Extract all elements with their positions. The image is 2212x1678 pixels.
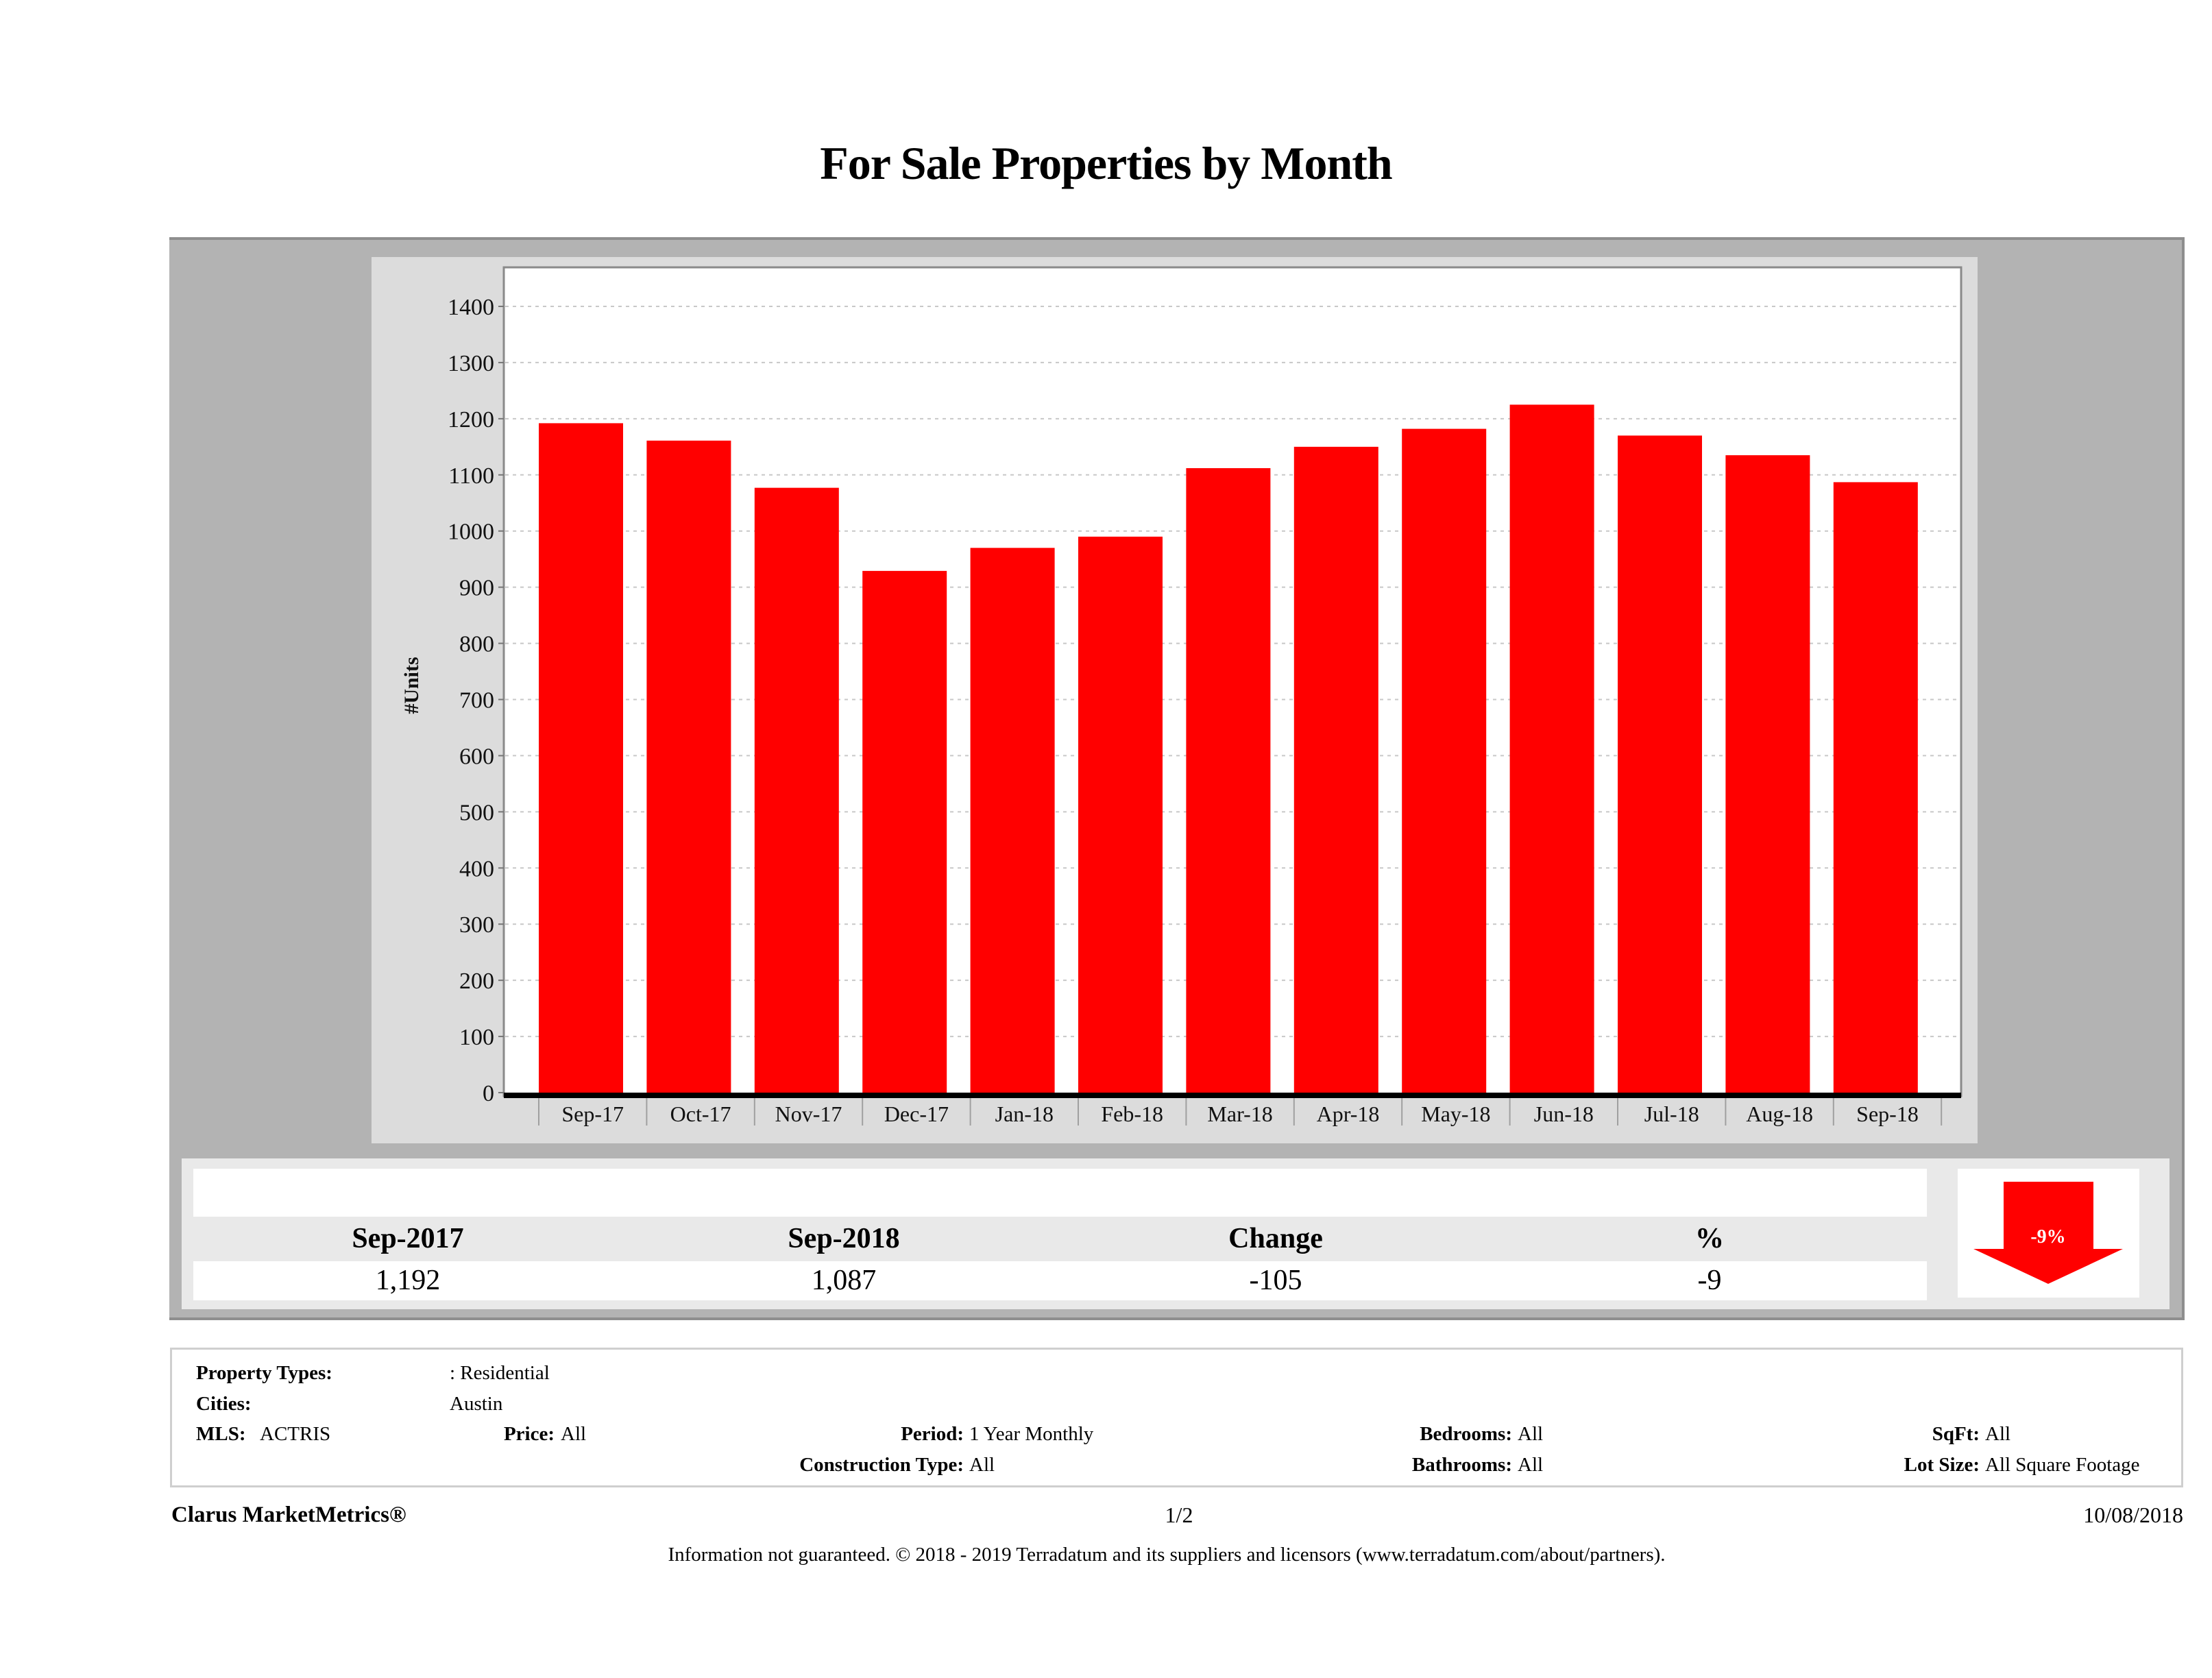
x-tick-label: Dec-17	[884, 1102, 949, 1126]
bathrooms-label: Bathrooms:	[1411, 1454, 1512, 1476]
bar-chart: 0 100 200 300 400 500 600 700 800 900 1000 1100 1200…	[400, 266, 1962, 1126]
y-tick-label: 1300	[448, 351, 494, 376]
bathrooms-value: All	[1518, 1454, 1544, 1476]
summary-header-change: Change	[1228, 1223, 1323, 1254]
x-tick-label: Apr-18	[1317, 1102, 1380, 1126]
x-axis-ticks: Sep-17 Oct-17 Nov-17 Dec-17 Jan-18 Feb-18 Mar-…	[538, 1098, 1943, 1126]
y-tick-label: 1100	[448, 463, 494, 489]
y-tick-label: 900	[459, 576, 494, 601]
summary-value-row	[193, 1261, 1927, 1300]
filter-criteria: Property Types: : Residential Cities: Au…	[170, 1348, 2183, 1487]
bar-feb-18	[1078, 536, 1163, 1093]
summary-header-percent: %	[1695, 1223, 1724, 1254]
summary-value-end: 1,087	[811, 1265, 877, 1296]
lot-size-value: All Square Footage	[1985, 1454, 2140, 1476]
bar-nov-17	[754, 487, 839, 1093]
summary-value-start: 1,192	[375, 1265, 441, 1296]
page-number: 1/2	[1165, 1503, 1193, 1527]
bar-may-18	[1402, 428, 1487, 1093]
x-tick-label: Oct-17	[670, 1102, 731, 1126]
mls-label: MLS:	[196, 1423, 246, 1445]
bar-mar-18	[1186, 467, 1271, 1093]
y-tick-label: 700	[459, 688, 494, 714]
lot-size-label: Lot Size:	[1904, 1454, 1980, 1476]
bar-jan-18	[970, 548, 1055, 1093]
x-tick-label: Aug-18	[1746, 1102, 1813, 1126]
y-tick-label: 200	[459, 969, 494, 994]
y-axis-label: #Units	[400, 657, 423, 714]
change-indicator-label: -9%	[2030, 1226, 2065, 1248]
construction-type-label: Construction Type:	[799, 1454, 964, 1476]
y-tick-label: 800	[459, 632, 494, 657]
sqft-value: All	[1985, 1423, 2011, 1445]
y-tick-label: 0	[483, 1081, 494, 1106]
cities-label: Cities:	[196, 1393, 252, 1415]
y-tick-label: 1000	[448, 520, 494, 545]
footer-disclaimer: Information not guaranteed. © 2018 - 201…	[668, 1544, 1666, 1566]
summary-header-start: Sep-2017	[352, 1223, 464, 1254]
bar-jun-18	[1509, 404, 1594, 1093]
bars	[504, 404, 1961, 1098]
x-tick-label: Jul-18	[1644, 1102, 1699, 1126]
bar-aug-18	[1725, 455, 1810, 1093]
page-title: For Sale Properties by Month	[820, 137, 1393, 189]
x-tick-label: May-18	[1421, 1102, 1490, 1126]
change-indicator: -9%	[1958, 1169, 2139, 1298]
sqft-label: SqFt:	[1932, 1423, 1980, 1445]
y-axis-ticks: 0 100 200 300 400 500 600 700 800 900 1000 1100 1200…	[448, 295, 504, 1106]
x-tick-label: Nov-17	[775, 1102, 842, 1126]
summary-header-end: Sep-2018	[788, 1223, 900, 1254]
footer-brand: Clarus MarketMetrics®	[171, 1503, 406, 1527]
x-axis-line	[504, 1093, 1961, 1098]
y-tick-label: 400	[459, 856, 494, 881]
cities-value: Austin	[450, 1393, 503, 1415]
summary-value-percent: -9	[1697, 1265, 1722, 1296]
summary-blank-row	[193, 1169, 1927, 1217]
construction-type-value: All	[969, 1454, 995, 1476]
bar-sep-17	[539, 423, 623, 1093]
period-label: Period:	[901, 1423, 964, 1445]
x-tick-label: Jan-18	[995, 1102, 1054, 1126]
bar-dec-17	[862, 570, 947, 1093]
y-tick-label: 100	[459, 1025, 494, 1050]
summary-value-change: -105	[1249, 1265, 1302, 1296]
report-date: 10/08/2018	[2083, 1503, 2183, 1527]
bar-sep-18	[1833, 482, 1918, 1093]
bar-oct-17	[646, 440, 731, 1093]
y-tick-label: 1200	[448, 407, 494, 433]
y-tick-label: 600	[459, 744, 494, 769]
x-tick-label: Mar-18	[1207, 1102, 1272, 1126]
x-tick-label: Jun-18	[1534, 1102, 1594, 1126]
bar-apr-18	[1293, 446, 1378, 1093]
down-arrow-icon: -9%	[1973, 1182, 2123, 1284]
y-tick-label: 300	[459, 912, 494, 938]
mls-value: ACTRIS	[260, 1423, 331, 1445]
period-value: 1 Year Monthly	[969, 1423, 1094, 1445]
bedrooms-value: All	[1518, 1423, 1544, 1445]
property-types-label: Property Types:	[196, 1362, 332, 1384]
price-label: Price:	[503, 1423, 555, 1445]
x-tick-label: Sep-18	[1856, 1102, 1919, 1126]
bedrooms-label: Bedrooms:	[1420, 1423, 1512, 1445]
property-types-value: : Residential	[450, 1362, 550, 1384]
x-tick-label: Feb-18	[1101, 1102, 1163, 1126]
y-tick-label: 500	[459, 800, 494, 825]
y-tick-label: 1400	[448, 295, 494, 320]
price-value: All	[561, 1423, 587, 1445]
x-tick-label: Sep-17	[561, 1102, 624, 1126]
bar-jul-18	[1618, 435, 1702, 1093]
summary-panel: Sep-2017 Sep-2018 Change % 1,192 1,087 -…	[182, 1158, 2170, 1309]
